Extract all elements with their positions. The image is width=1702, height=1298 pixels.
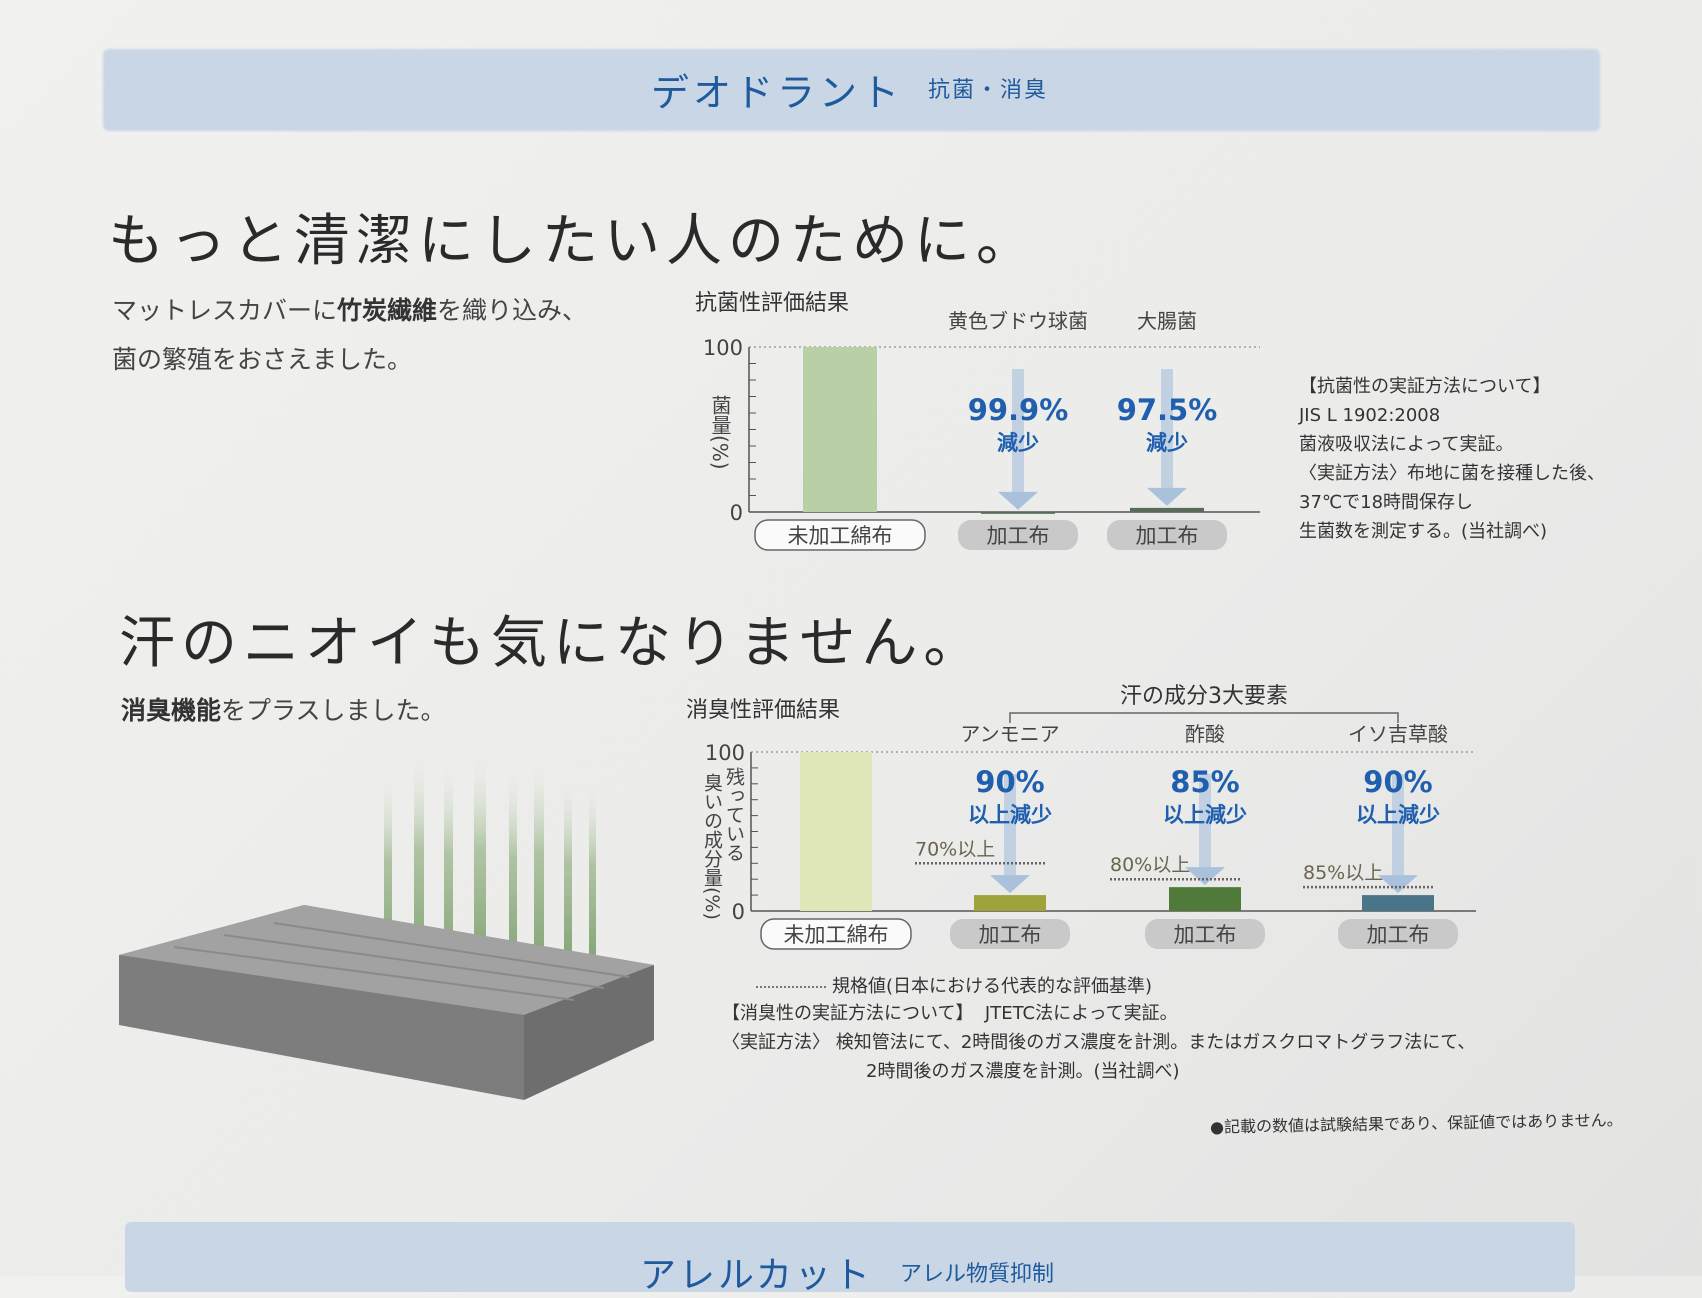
arrow-shaft <box>1161 369 1173 490</box>
dotted-legend-line <box>756 986 826 988</box>
reduction-percent: 85% <box>1170 765 1239 799</box>
arrow-shaft <box>1012 369 1024 494</box>
header-subtitle: 抗菌・消臭 <box>928 78 1049 103</box>
category-pill <box>958 520 1078 550</box>
reduction-percent: 90% <box>1363 765 1432 799</box>
chart-title: 抗菌性評価結果 <box>695 291 849 316</box>
group-label: 黄色ブドウ球菌 <box>948 309 1088 333</box>
headline-cleanliness: もっと清潔にしたい人のために。 <box>108 209 1038 274</box>
y-tick-label: 100 <box>705 741 745 765</box>
mattress-bamboo-image <box>119 740 654 1100</box>
category-label: 加工布 <box>1367 923 1430 947</box>
standard-label: 85%以上 <box>1303 862 1383 884</box>
arrow-head <box>990 875 1030 894</box>
reduction-label: 以上減少 <box>1163 803 1247 827</box>
note-line: 菌液吸収法によって実証。 <box>1299 434 1514 455</box>
standard-label: 70%以上 <box>915 838 995 860</box>
reduction-label: 減少 <box>997 431 1039 455</box>
bar <box>800 752 872 911</box>
reduction-percent: 99.9% <box>968 393 1069 427</box>
reduction-percent: 90% <box>975 765 1044 799</box>
bar <box>1169 887 1241 911</box>
category-label: 加工布 <box>987 524 1050 548</box>
arrow-head <box>1378 875 1418 894</box>
arrow-shaft <box>1392 774 1404 878</box>
category-pill <box>1338 919 1458 949</box>
header-title: デオドラント <box>651 71 904 115</box>
disclaimer: ●記載の数値は試験結果であり、保証値ではありません。 <box>1209 1110 1623 1137</box>
y-tick-label: 0 <box>732 900 745 924</box>
arrow-shaft <box>1199 774 1211 870</box>
next-section-subtitle: アレル物質抑制 <box>900 1262 1055 1287</box>
bar <box>981 511 1055 514</box>
body-text: 菌の繁殖をおさえました。 <box>112 345 413 374</box>
note-line: 【消臭性の実証方法について】 <box>722 1003 974 1024</box>
y-tick-label: 0 <box>730 501 743 525</box>
standard-label: 80%以上 <box>1110 854 1190 876</box>
arrow-shaft <box>1004 774 1016 878</box>
group-title: 汗の成分3大要素 <box>1120 684 1288 709</box>
note-line: JTETC法によって実証。 <box>984 1003 1178 1024</box>
arrow-head <box>1185 867 1225 886</box>
category-pill <box>950 919 1070 949</box>
arrow-head <box>998 491 1038 510</box>
antibacterial-method-note: 【抗菌性の実証方法について】 JIS L 1902:2008 菌液吸収法によって… <box>1299 372 1605 546</box>
bar <box>974 895 1046 911</box>
note-line: 〈実証方法〉布地に菌を接種した後、 <box>1299 463 1605 484</box>
body-text: をプラスしました。 <box>221 696 446 725</box>
y-tick-label: 100 <box>703 336 743 360</box>
y-axis-label: 菌量(%) <box>708 395 732 470</box>
reduction-percent: 97.5% <box>1117 393 1218 427</box>
body-bold: 竹炭繊維 <box>337 296 438 325</box>
body-bold: 消臭機能 <box>121 696 222 725</box>
note-line: JIS L 1902:2008 <box>1299 405 1441 426</box>
category-pill <box>1107 520 1227 550</box>
header-band <box>103 49 1600 131</box>
group-label: 酢酸 <box>1185 722 1225 746</box>
category-label: 加工布 <box>1136 524 1199 548</box>
category-label: 未加工綿布 <box>784 923 889 947</box>
reduction-label: 減少 <box>1146 431 1188 455</box>
legend-text: 規格値(日本における代表的な評価基準) <box>832 976 1153 997</box>
category-pill <box>754 519 926 551</box>
deodorant-legend: 規格値(日本における代表的な評価基準) <box>756 972 1152 1001</box>
section1-body: マットレスカバーに竹炭繊維を織り込み、 菌の繁殖をおさえました。 <box>112 286 587 384</box>
group-bracket <box>1009 712 1399 723</box>
bar <box>1130 507 1204 512</box>
category-pill <box>760 918 912 950</box>
category-label: 加工布 <box>979 923 1042 947</box>
y-axis-label: 臭いの成分量(%) <box>701 773 723 920</box>
category-label: 加工布 <box>1174 923 1237 947</box>
section2-body: 消臭機能をプラスしました。 <box>121 686 446 735</box>
group-label: イソ吉草酸 <box>1348 722 1448 746</box>
body-text: を織り込み、 <box>437 296 588 325</box>
bar <box>803 347 877 512</box>
note-label: 〈実証方法〉 <box>722 1032 830 1053</box>
group-label: 大腸菌 <box>1137 309 1197 333</box>
note-line: 検知管法にて、2時間後のガス濃度を計測。またはガスクロマトグラフ法にて、 <box>835 1032 1476 1053</box>
note-line: 生菌数を測定する。(当社調べ) <box>1299 521 1548 542</box>
headline-odor: 汗のニオイも気になりません。 <box>119 611 986 676</box>
group-label: アンモニア <box>960 722 1059 746</box>
category-pill <box>1145 919 1265 949</box>
reduction-label: 以上減少 <box>1356 803 1440 827</box>
category-label: 未加工綿布 <box>788 524 893 548</box>
chart-title: 消臭性評価結果 <box>686 698 840 723</box>
bar <box>1362 895 1434 911</box>
note-line: 【抗菌性の実証方法について】 <box>1299 376 1551 397</box>
y-axis-label: 残っている <box>723 767 745 862</box>
next-section-title: アレルカット <box>640 1255 873 1296</box>
note-line: 37℃で18時間保存し <box>1299 492 1474 513</box>
deodorant-method-note: 【消臭性の実証方法について】 JTETC法によって実証。 〈実証方法〉 検知管法… <box>722 999 1475 1086</box>
reduction-label: 以上減少 <box>968 803 1052 827</box>
body-text: マットレスカバーに <box>112 296 338 325</box>
arrow-head <box>1147 487 1187 506</box>
note-line: 2時間後のガス濃度を計測。(当社調べ) <box>866 1061 1180 1082</box>
